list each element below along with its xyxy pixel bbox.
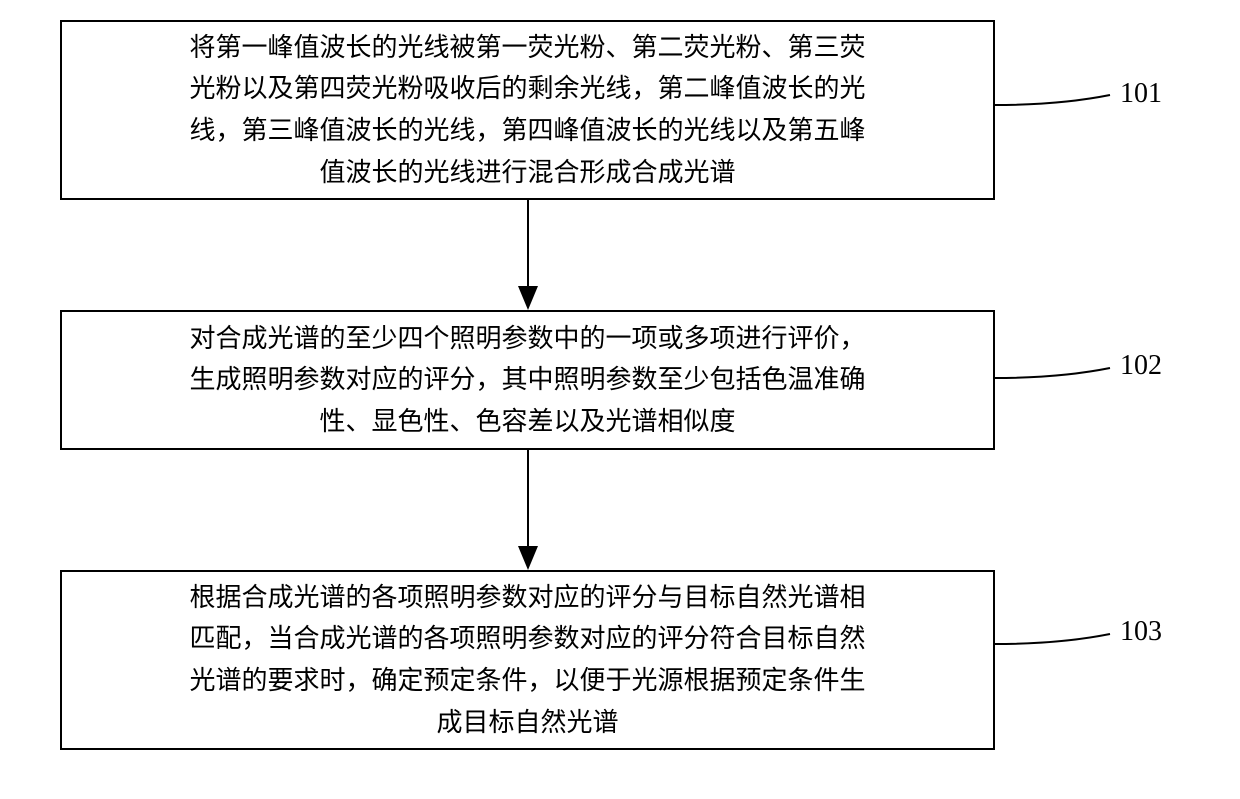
flow-node-3-text: 根据合成光谱的各项照明参数对应的评分与目标自然光谱相 匹配，当合成光谱的各项照明… (189, 577, 865, 743)
step-label-101: 101 (1120, 78, 1162, 110)
flow-node-2-text: 对合成光谱的至少四个照明参数中的一项或多项进行评价， 生成照明参数对应的评分，其… (189, 318, 865, 443)
flow-node-3: 根据合成光谱的各项照明参数对应的评分与目标自然光谱相 匹配，当合成光谱的各项照明… (60, 570, 995, 750)
flow-node-1-text: 将第一峰值波长的光线被第一荧光粉、第二荧光粉、第三荧 光粉以及第四荧光粉吸收后的… (189, 27, 865, 193)
step-label-102: 102 (1120, 350, 1162, 382)
flowchart-canvas: 将第一峰值波长的光线被第一荧光粉、第二荧光粉、第三荧 光粉以及第四荧光粉吸收后的… (0, 0, 1240, 799)
step-label-103: 103 (1120, 616, 1162, 648)
flow-node-1: 将第一峰值波长的光线被第一荧光粉、第二荧光粉、第三荧 光粉以及第四荧光粉吸收后的… (60, 20, 995, 200)
flow-node-2: 对合成光谱的至少四个照明参数中的一项或多项进行评价， 生成照明参数对应的评分，其… (60, 310, 995, 450)
